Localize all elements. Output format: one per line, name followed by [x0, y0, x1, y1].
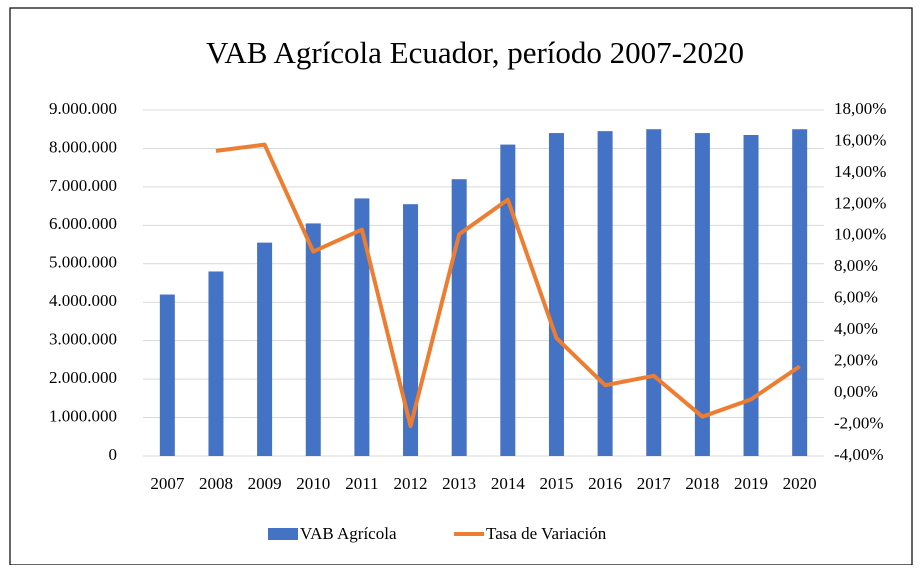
y2-tick-label: -2,00% — [834, 413, 884, 432]
x-tick-label: 2007 — [150, 474, 185, 493]
line — [215, 142, 801, 429]
x-tick-label: 2016 — [588, 474, 622, 493]
bar — [792, 129, 808, 456]
bar — [159, 294, 175, 456]
y-tick-label: 0 — [109, 445, 118, 464]
y2-tick-label: 10,00% — [834, 225, 886, 244]
x-tick-label: 2020 — [783, 474, 817, 493]
y2-tick-label: -4,00% — [834, 445, 884, 464]
y-tick-label: 2.000.000 — [49, 368, 117, 387]
y2-tick-label: 0,00% — [834, 382, 878, 401]
bar — [208, 271, 224, 456]
y2-tick-label: 6,00% — [834, 288, 878, 307]
y2-tick-label: 16,00% — [834, 130, 886, 149]
x-tick-label: 2008 — [199, 474, 233, 493]
y-tick-label: 5.000.000 — [49, 253, 117, 272]
x-tick-label: 2009 — [248, 474, 282, 493]
bar — [354, 198, 370, 456]
y2-tick-label: 18,00% — [834, 99, 886, 118]
x-tick-label: 2018 — [685, 474, 719, 493]
x-tick-label: 2014 — [491, 474, 526, 493]
y2-tick-label: 8,00% — [834, 256, 878, 275]
y2-tick-label: 14,00% — [834, 162, 886, 181]
y-tick-label: 7.000.000 — [49, 176, 117, 195]
x-tick-label: 2012 — [394, 474, 428, 493]
y2-tick-label: 2,00% — [834, 351, 878, 370]
y-tick-label: 6.000.000 — [49, 214, 117, 233]
bar — [597, 131, 613, 456]
bar — [694, 133, 710, 457]
legend-label: Tasa de Variación — [486, 524, 607, 543]
bar — [548, 133, 564, 457]
y-tick-label: 1.000.000 — [49, 406, 117, 425]
y-tick-label: 3.000.000 — [49, 330, 117, 349]
x-tick-label: 2015 — [539, 474, 573, 493]
x-tick-label: 2011 — [345, 474, 378, 493]
bar — [500, 144, 516, 456]
y-tick-label: 8.000.000 — [49, 137, 117, 156]
bar — [403, 204, 419, 456]
chart-title: VAB Agrícola Ecuador, período 2007-2020 — [206, 35, 744, 70]
legend-swatch — [268, 528, 298, 540]
legend-label: VAB Agrícola — [300, 524, 397, 543]
bar — [305, 223, 321, 456]
y-tick-label: 4.000.000 — [49, 291, 117, 310]
x-tick-label: 2013 — [442, 474, 476, 493]
y2-tick-label: 12,00% — [834, 193, 886, 212]
y-tick-label: 9.000.000 — [49, 99, 117, 118]
bar — [257, 242, 273, 456]
x-tick-label: 2019 — [734, 474, 768, 493]
bar — [646, 129, 662, 456]
bar — [451, 179, 467, 456]
bar — [743, 134, 759, 456]
x-tick-label: 2017 — [637, 474, 672, 493]
x-tick-label: 2010 — [296, 474, 330, 493]
y2-tick-label: 4,00% — [834, 319, 878, 338]
